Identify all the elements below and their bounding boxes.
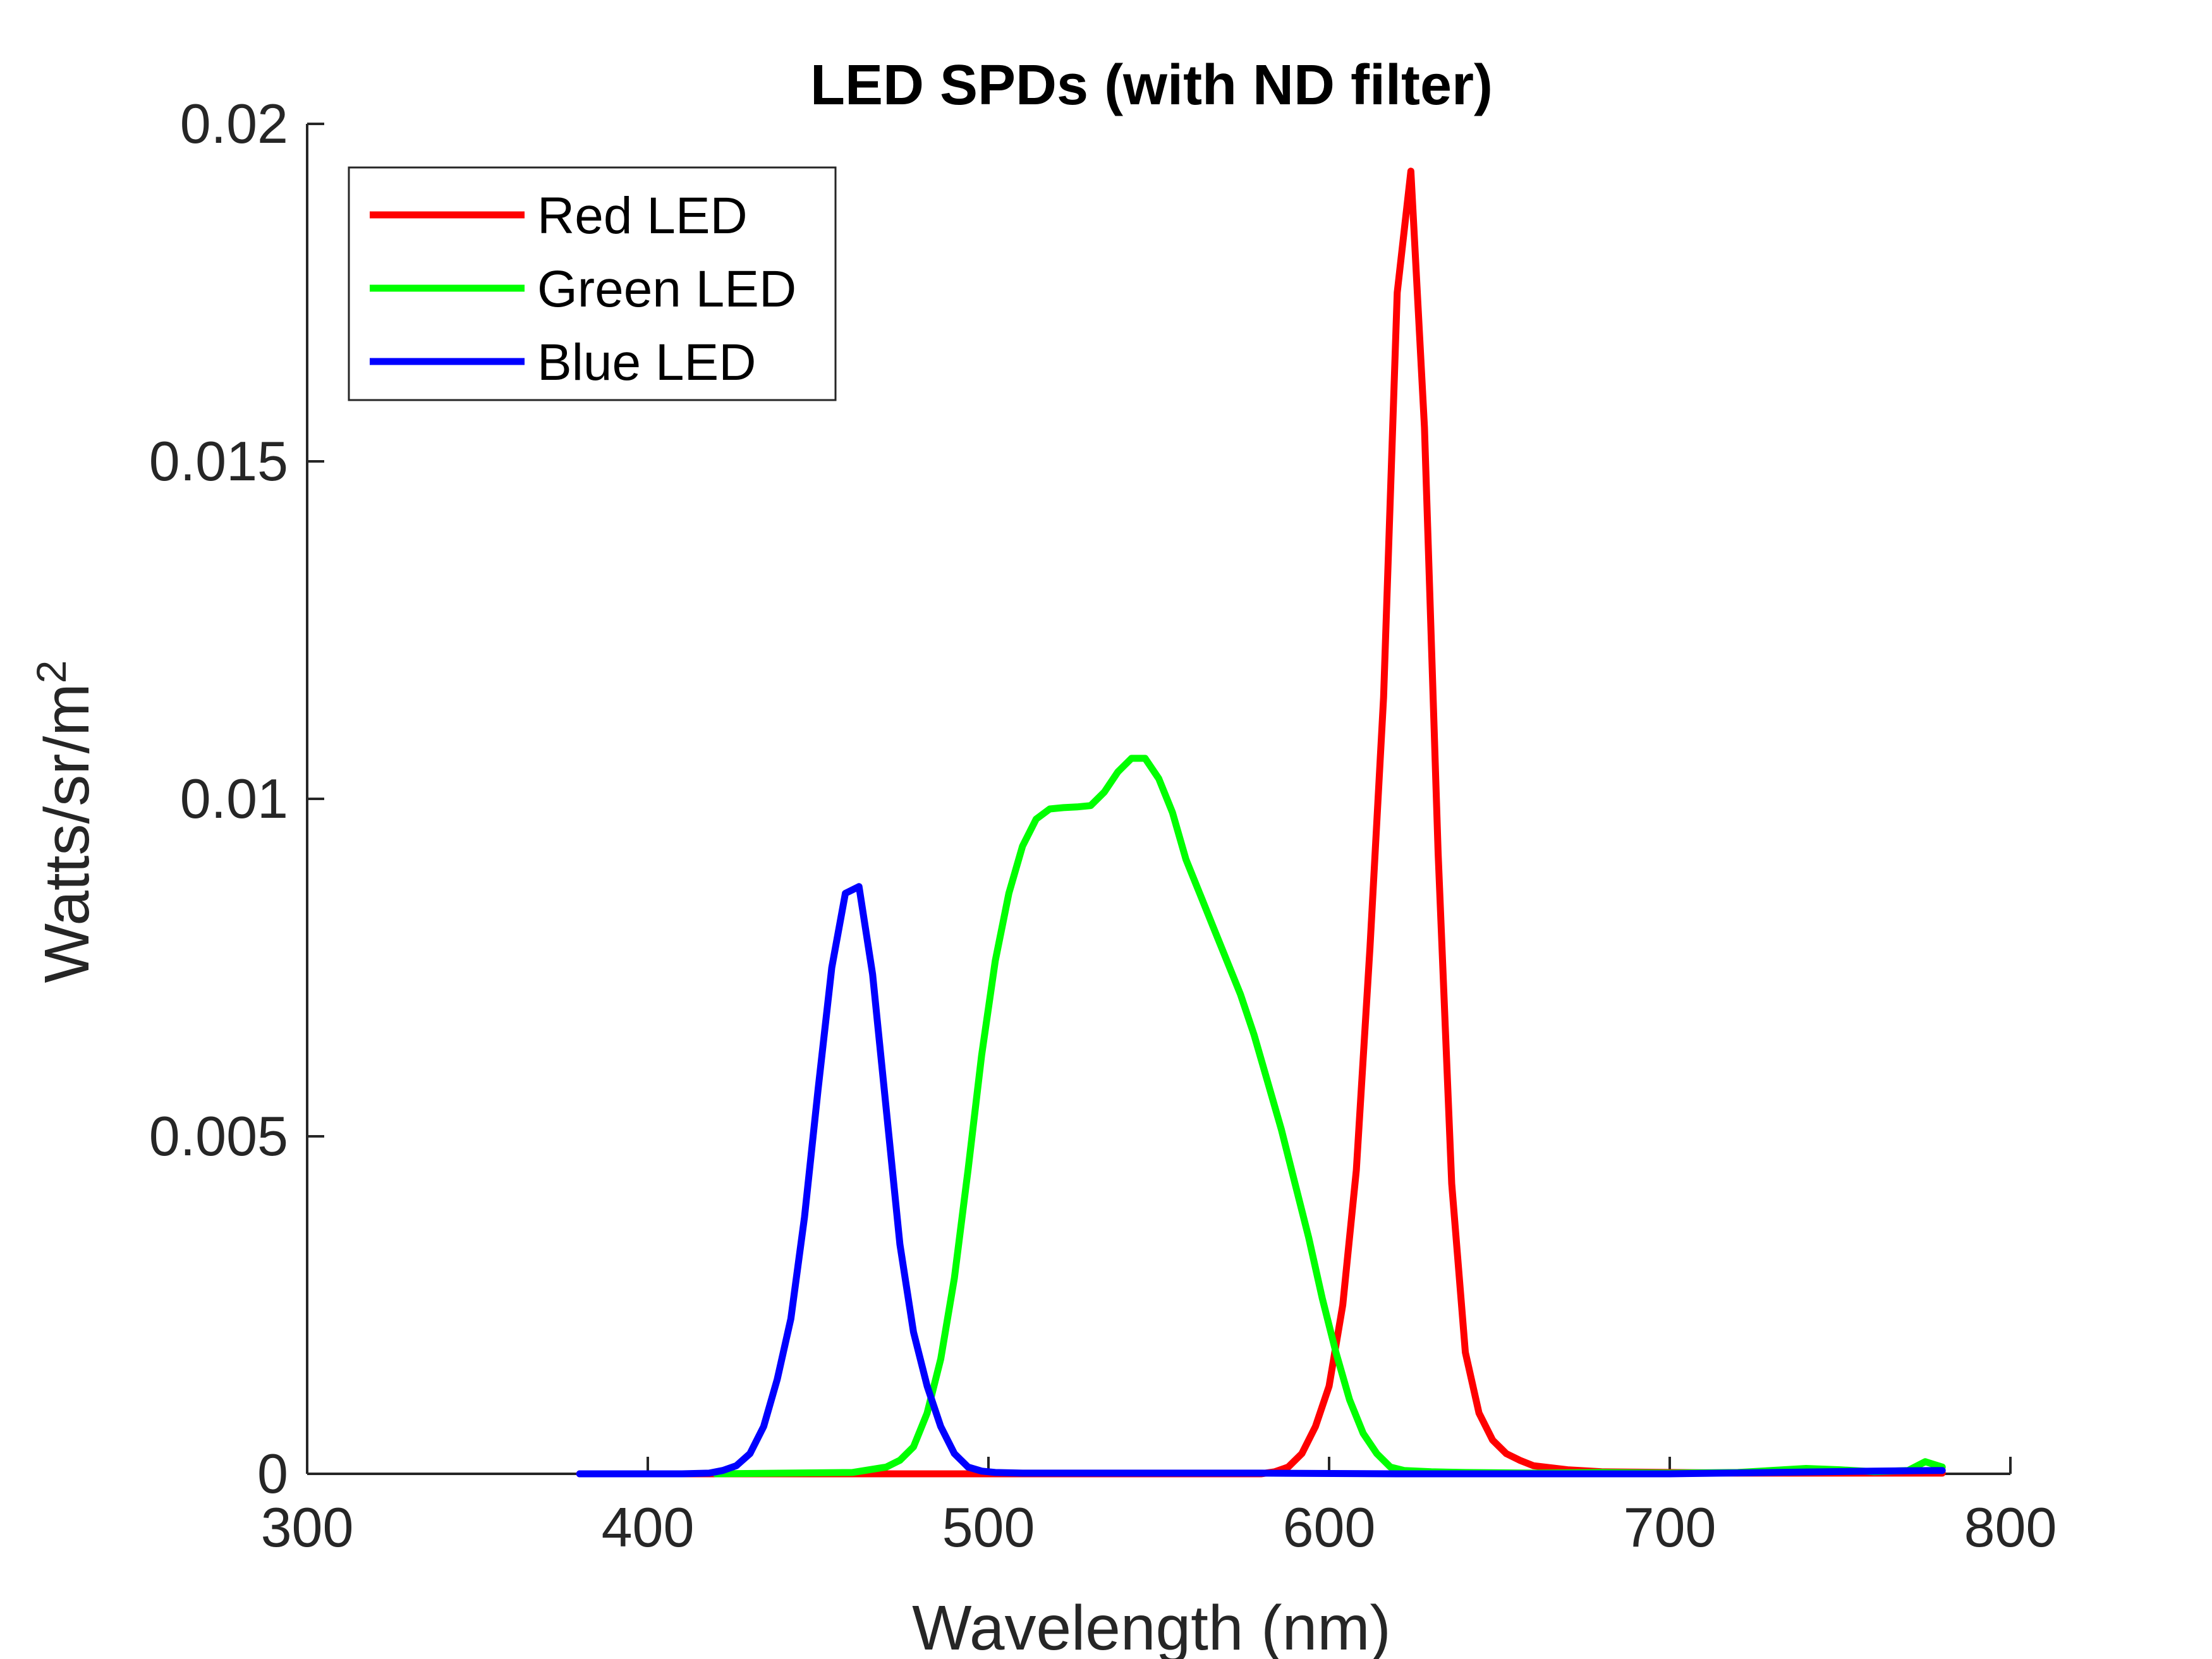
chart-title: LED SPDs (with ND filter)	[810, 54, 1493, 117]
legend-label-red-led: Red LED	[537, 187, 748, 245]
y-axis-label-text: Watts/sr/m	[32, 683, 102, 983]
y-tick-label: 0.005	[149, 1105, 288, 1167]
x-tick-label: 700	[1624, 1496, 1717, 1559]
legend-label-blue-led: Blue LED	[537, 334, 756, 391]
x-axis-ticks: 300 400 500 600 700 800	[261, 1457, 2057, 1559]
x-tick-label: 400	[602, 1496, 695, 1559]
x-tick-label: 600	[1283, 1496, 1376, 1559]
x-tick-label: 800	[1964, 1496, 2057, 1559]
legend-label-green-led: Green LED	[537, 260, 796, 318]
y-axis-ticks: 0 0.005 0.01 0.015 0.02	[149, 92, 324, 1505]
x-tick-label: 500	[942, 1496, 1035, 1559]
legend-items: Red LED Green LED Blue LED	[370, 187, 796, 391]
x-axis-label: Wavelength (nm)	[912, 1593, 1391, 1659]
y-tick-label: 0.02	[180, 92, 288, 155]
x-tick-label: 300	[261, 1496, 354, 1559]
y-axis-label-superscript: 2	[28, 660, 75, 684]
series-line-blue-led	[576, 883, 1946, 1478]
series-layer	[576, 167, 1946, 1478]
y-axis-label: Watts/sr/m2	[28, 660, 102, 983]
y-tick-label: 0.015	[149, 430, 288, 492]
axes: 300 400 500 600 700 800 0 0.005 0.01 0.015 0.02	[149, 92, 2057, 1559]
y-tick-label: 0.01	[180, 767, 288, 830]
y-tick-label: 0	[257, 1442, 288, 1505]
legend: Red LED Green LED Blue LED	[348, 166, 837, 401]
